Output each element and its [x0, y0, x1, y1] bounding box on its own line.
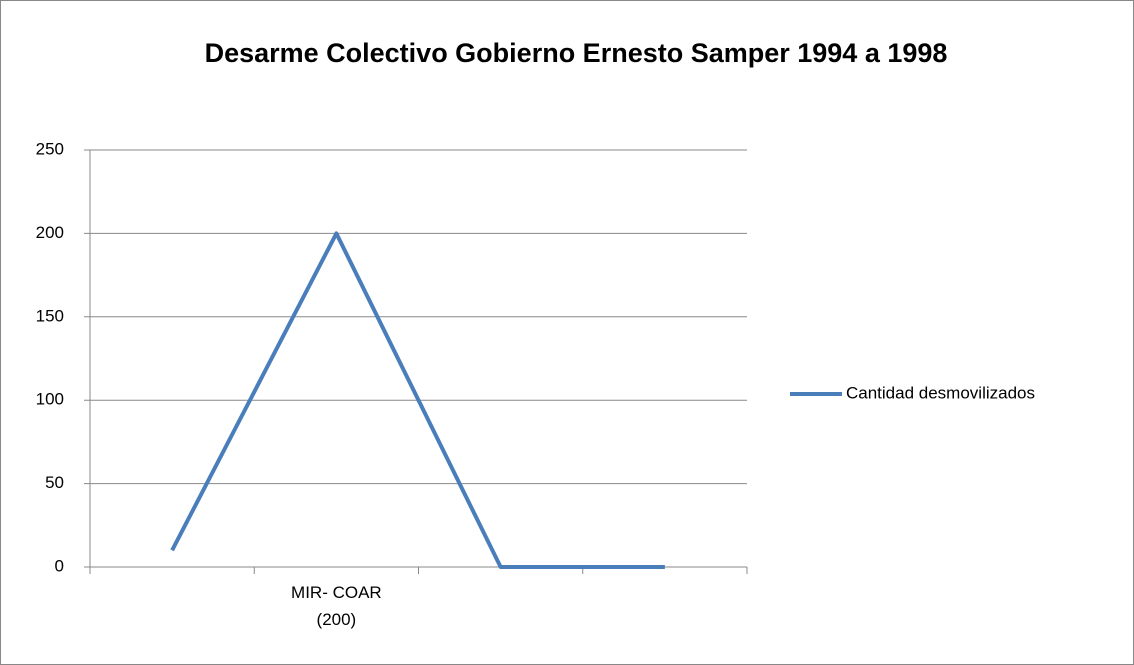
- line-series: [170, 231, 665, 569]
- x-tick-label: MIR- COAR (200): [291, 583, 382, 629]
- y-tick-label: 100: [36, 390, 64, 409]
- legend-label: Cantidad desmovilizados: [846, 383, 1035, 402]
- y-tick-label: 150: [36, 306, 64, 325]
- y-tick-label: 50: [45, 473, 64, 492]
- y-tick-label: 250: [36, 139, 64, 158]
- y-tick-label: 0: [55, 556, 64, 575]
- chart-title: Desarme Colectivo Gobierno Ernesto Sampe…: [204, 38, 948, 68]
- y-tick-label: 200: [36, 223, 64, 242]
